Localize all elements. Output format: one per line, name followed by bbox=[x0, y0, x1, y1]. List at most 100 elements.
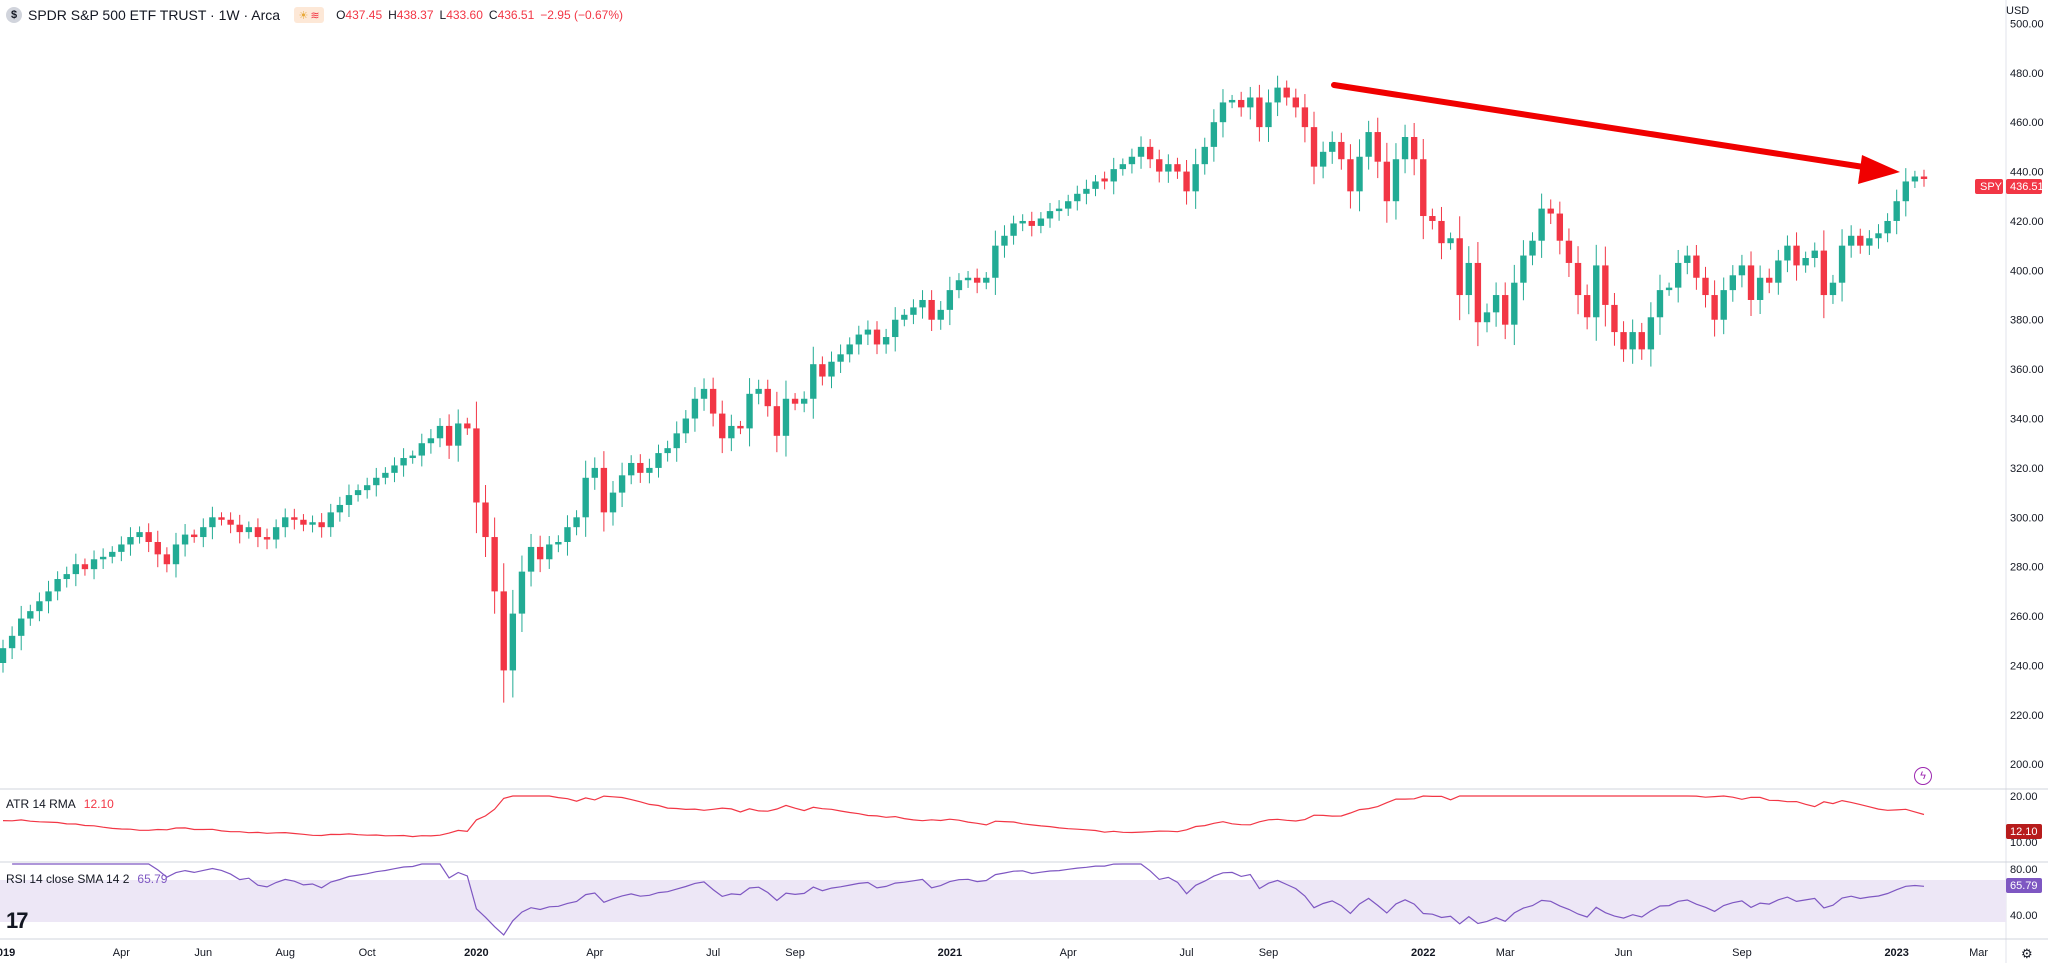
candle-body bbox=[755, 388, 762, 394]
price-axis[interactable]: 200.00 220.00 240.00 260.00 280.00 300.00 320.… bbox=[2010, 18, 2044, 771]
candle-body bbox=[646, 467, 653, 473]
candle-body bbox=[1119, 164, 1127, 170]
candle-body bbox=[1183, 171, 1190, 192]
candle-body bbox=[882, 337, 890, 345]
price-tick-label: 380.00 bbox=[2010, 315, 2044, 327]
candle-body bbox=[1265, 102, 1272, 128]
time-tick-label: 2023 bbox=[1884, 947, 1908, 959]
candle-body bbox=[1620, 332, 1627, 350]
price-tick-label: 240.00 bbox=[2010, 660, 2044, 672]
candle-body bbox=[1693, 255, 1700, 278]
tradingview-logo-icon[interactable]: 17 bbox=[6, 908, 29, 933]
price-tick-label: 480.00 bbox=[2010, 68, 2044, 80]
candle-body bbox=[1556, 213, 1564, 241]
candle-body bbox=[1001, 235, 1008, 246]
last-price-symbol: SPY bbox=[1980, 181, 2003, 193]
market-status-badge[interactable]: ☀ ≋ bbox=[294, 7, 325, 23]
atr-value-badge-bg bbox=[2006, 824, 2042, 839]
time-tick-label: Apr bbox=[1060, 947, 1077, 959]
candle-body bbox=[181, 534, 189, 545]
sun-icon: ☀ bbox=[298, 9, 309, 22]
candle-body bbox=[1611, 304, 1618, 333]
candle-body bbox=[309, 522, 316, 525]
candle-body bbox=[1410, 137, 1418, 160]
candle-body bbox=[391, 465, 398, 473]
time-axis[interactable]: 2019 Apr Jun Aug Oct 2020 Apr Jul Sep 2021 Apr Jul S… bbox=[0, 947, 2048, 959]
candle-body bbox=[1128, 156, 1136, 165]
candle-body bbox=[691, 398, 699, 419]
candle-body bbox=[855, 334, 862, 345]
candle-body bbox=[546, 544, 553, 560]
candle-body bbox=[245, 527, 253, 533]
price-tick-label: 420.00 bbox=[2010, 216, 2044, 228]
candle-body bbox=[1820, 250, 1828, 296]
candle-body bbox=[591, 467, 598, 478]
candle-body bbox=[1784, 245, 1791, 261]
atr-line bbox=[2, 795, 1925, 838]
candle-body bbox=[618, 475, 626, 493]
candle-body bbox=[1283, 87, 1290, 98]
candle-body bbox=[1356, 156, 1363, 192]
lightning-icon[interactable]: ϟ bbox=[1914, 767, 1932, 785]
candle-body bbox=[1647, 317, 1655, 350]
time-tick-label: 2022 bbox=[1411, 947, 1435, 959]
candle-body bbox=[700, 388, 708, 399]
candle-body bbox=[910, 307, 917, 315]
candle-body bbox=[1165, 164, 1172, 172]
gear-icon[interactable]: ⚙ bbox=[2021, 946, 2033, 961]
time-tick-label: Sep bbox=[785, 947, 805, 959]
rsi-value-badge-bg bbox=[2006, 878, 2042, 893]
candle-body bbox=[600, 467, 608, 513]
candle-body bbox=[1838, 245, 1846, 283]
atr-axis: 20.00 10.00 12.10 bbox=[2006, 791, 2042, 849]
candle-body bbox=[518, 571, 526, 614]
candle-body bbox=[1674, 262, 1682, 288]
symbol-header[interactable]: $ SPDR S&P 500 ETF TRUST · 1W · Arca ☀ ≋ … bbox=[6, 6, 629, 24]
candle-body bbox=[682, 418, 690, 434]
rsi-value: 65.79 bbox=[137, 872, 168, 886]
candle-body bbox=[992, 245, 999, 278]
candle-body bbox=[1465, 262, 1472, 296]
candle-body bbox=[1483, 312, 1491, 323]
atr-legend[interactable]: ATR 14 RMA 12.10 bbox=[6, 797, 114, 811]
candle-body bbox=[1629, 332, 1636, 350]
candle-body bbox=[409, 455, 416, 459]
price-tick-label: 280.00 bbox=[2010, 562, 2044, 574]
candle-body bbox=[1392, 159, 1400, 202]
price-tick-label: 220.00 bbox=[2010, 710, 2044, 722]
currency-selector[interactable]: USD bbox=[2006, 5, 2030, 17]
candle-body bbox=[45, 591, 52, 602]
candle-body bbox=[828, 361, 835, 377]
candle-body bbox=[1775, 260, 1782, 283]
symbol-title[interactable]: SPDR S&P 500 ETF TRUST · 1W · Arca bbox=[28, 7, 281, 23]
trend-arrow[interactable] bbox=[1331, 82, 1900, 184]
candle-body bbox=[873, 329, 881, 345]
candle-body bbox=[1747, 265, 1755, 300]
rsi-legend[interactable]: RSI 14 close SMA 14 2 65.79 bbox=[6, 872, 167, 886]
candle-body bbox=[1329, 141, 1336, 152]
candle-body bbox=[1365, 132, 1372, 157]
candle-body bbox=[136, 532, 143, 538]
candle-body bbox=[263, 537, 271, 540]
candle-body bbox=[363, 485, 371, 491]
candle-body bbox=[1301, 107, 1309, 128]
candle-body bbox=[1729, 275, 1736, 291]
candle-body bbox=[218, 517, 225, 520]
candle-body bbox=[1920, 176, 1928, 179]
candle-body bbox=[1156, 159, 1163, 172]
candle-body bbox=[300, 519, 307, 525]
candle-body bbox=[1237, 99, 1245, 108]
ohlc-change: −2.95 (−0.67%) bbox=[540, 8, 623, 22]
candle-body bbox=[973, 277, 981, 283]
candle-body bbox=[1474, 262, 1482, 323]
candle-body bbox=[1565, 240, 1573, 263]
atr-label: ATR 14 RMA bbox=[6, 797, 76, 811]
candle-body bbox=[1292, 97, 1299, 108]
candle-body bbox=[892, 319, 899, 338]
candle-body bbox=[427, 438, 435, 444]
candle-body bbox=[318, 522, 325, 528]
candles-group bbox=[0, 75, 1928, 703]
ohlc-high: H438.37 bbox=[388, 8, 434, 22]
candle-body bbox=[1228, 99, 1236, 103]
